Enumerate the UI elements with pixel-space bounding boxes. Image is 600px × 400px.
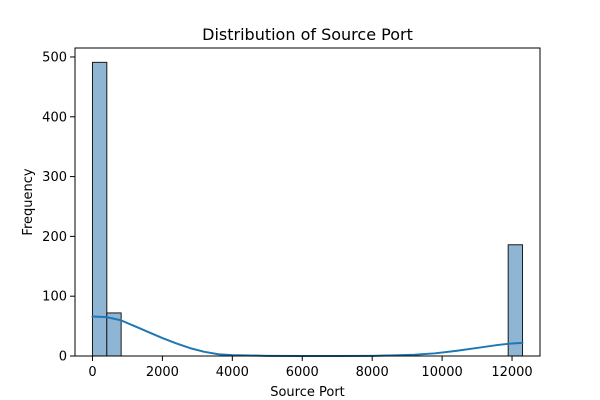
chart-title: Distribution of Source Port [202,25,413,44]
y-tick-label: 500 [42,50,67,65]
y-axis-label: Frequency [21,168,36,235]
x-axis-label: Source Port [270,385,345,400]
plot-area [74,47,541,357]
x-tick-label: 12000 [491,365,532,380]
y-axis: 0 100 200 300 400 500 [42,50,75,365]
y-tick-label: 100 [42,290,67,305]
histogram-bar [91,61,108,357]
y-tick-label: 0 [59,350,67,365]
x-tick-label: 4000 [216,365,249,380]
x-axis: 0 2000 4000 6000 8000 10000 12000 [88,356,533,380]
y-tick-label: 200 [42,230,67,245]
x-tick-label: 10000 [421,365,462,380]
y-tick-label: 300 [42,170,67,185]
plot-frame [74,47,541,357]
x-tick-label: 8000 [356,365,389,380]
y-tick-label: 400 [42,110,67,125]
x-tick-label: 2000 [146,365,179,380]
x-tick-label: 0 [88,365,96,380]
kde-line [91,315,524,357]
x-tick-label: 6000 [286,365,319,380]
histogram-bar [507,244,524,357]
